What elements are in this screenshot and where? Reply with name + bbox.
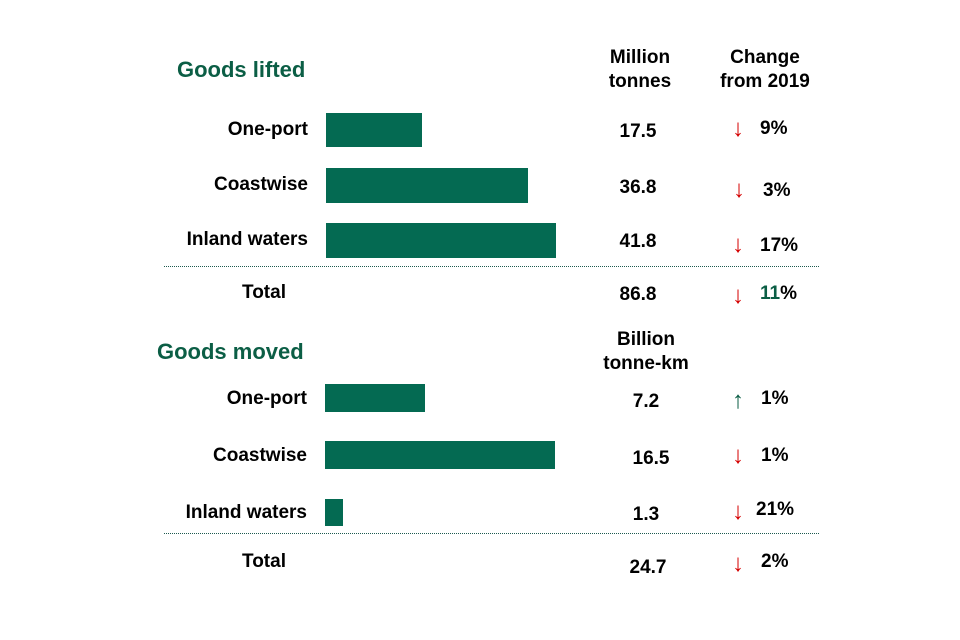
moved-total-change: 2% bbox=[761, 551, 789, 572]
goods-moved-title: Goods moved bbox=[157, 339, 304, 364]
change-header-line2: from 2019 bbox=[720, 71, 810, 92]
moved-total-divider bbox=[164, 533, 819, 534]
lifted-change-coastwise: 3% bbox=[763, 180, 791, 201]
down-arrow-icon: ↓ bbox=[732, 231, 744, 258]
moved-value-coastwise: 16.5 bbox=[632, 448, 670, 469]
change-header: Change from 2019 bbox=[705, 46, 825, 94]
moved-change-coastwise: 1% bbox=[761, 445, 789, 466]
lifted-value-header: Million tonnes bbox=[590, 46, 690, 94]
lifted-bar-inland-waters bbox=[326, 223, 556, 258]
moved-bar-coastwise bbox=[325, 441, 555, 469]
goods-lifted-title: Goods lifted bbox=[177, 57, 306, 82]
change-header-line1: Change bbox=[730, 47, 800, 68]
moved-value-header-line2: tonne-km bbox=[603, 353, 689, 374]
moved-value-header: Billion tonne-km bbox=[586, 328, 706, 376]
moved-value-header-line1: Billion bbox=[616, 329, 676, 350]
down-arrow-icon: ↓ bbox=[732, 498, 744, 525]
moved-value-one-port: 7.2 bbox=[632, 391, 660, 412]
lifted-label-one-port: One-port bbox=[227, 119, 308, 140]
lifted-total-change: 11% bbox=[760, 283, 797, 305]
down-arrow-icon: ↓ bbox=[733, 176, 745, 203]
lifted-label-inland-waters: Inland waters bbox=[186, 229, 308, 250]
lifted-value-header-line2: tonnes bbox=[608, 71, 672, 92]
lifted-value-one-port: 17.5 bbox=[619, 121, 657, 142]
moved-label-coastwise: Coastwise bbox=[213, 445, 307, 466]
moved-total-label: Total bbox=[242, 551, 286, 572]
moved-change-inland-waters: 21% bbox=[756, 499, 795, 520]
down-arrow-icon: ↓ bbox=[732, 282, 744, 309]
moved-bar-inland-waters bbox=[325, 499, 343, 526]
lifted-total-label: Total bbox=[242, 282, 286, 303]
lifted-total-divider bbox=[164, 266, 819, 267]
down-arrow-icon: ↓ bbox=[732, 115, 744, 142]
moved-label-inland-waters: Inland waters bbox=[185, 502, 307, 523]
lifted-value-coastwise: 36.8 bbox=[619, 177, 657, 198]
lifted-total-change-number: 11 bbox=[760, 283, 781, 304]
lifted-bar-coastwise bbox=[326, 168, 528, 203]
moved-total-value: 24.7 bbox=[629, 557, 667, 578]
moved-label-one-port: One-port bbox=[226, 388, 307, 409]
lifted-bar-one-port bbox=[326, 113, 422, 147]
lifted-change-one-port: 9% bbox=[760, 118, 788, 139]
moved-bar-one-port bbox=[325, 384, 425, 412]
lifted-value-inland-waters: 41.8 bbox=[619, 231, 657, 252]
moved-change-one-port: 1% bbox=[761, 388, 789, 409]
lifted-value-header-line1: Million bbox=[609, 47, 671, 68]
down-arrow-icon: ↓ bbox=[732, 442, 744, 469]
down-arrow-icon: ↓ bbox=[732, 550, 744, 577]
lifted-change-inland-waters: 17% bbox=[760, 235, 799, 256]
lifted-total-change-percent: % bbox=[780, 283, 797, 304]
up-arrow-icon: ↑ bbox=[732, 387, 744, 414]
lifted-total-value: 86.8 bbox=[619, 284, 657, 305]
lifted-label-coastwise: Coastwise bbox=[214, 174, 308, 195]
moved-value-inland-waters: 1.3 bbox=[632, 504, 660, 525]
